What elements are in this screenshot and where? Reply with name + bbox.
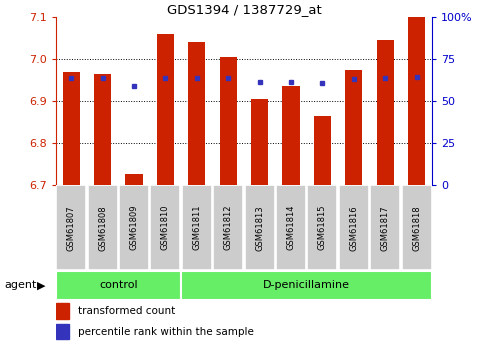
Bar	[63, 72, 80, 185]
Text: GSM61811: GSM61811	[192, 205, 201, 250]
Bar	[220, 57, 237, 185]
Bar	[408, 17, 425, 185]
Bar	[377, 40, 394, 185]
FancyBboxPatch shape	[87, 186, 118, 270]
Bar	[126, 174, 142, 185]
Text: agent: agent	[5, 280, 37, 290]
Bar	[251, 99, 268, 185]
Text: GSM61808: GSM61808	[98, 205, 107, 250]
FancyBboxPatch shape	[307, 186, 338, 270]
FancyBboxPatch shape	[370, 186, 400, 270]
Bar	[314, 116, 331, 185]
Bar	[283, 86, 299, 185]
Text: GSM61814: GSM61814	[286, 205, 296, 250]
Text: GSM61815: GSM61815	[318, 205, 327, 250]
FancyBboxPatch shape	[213, 186, 243, 270]
FancyBboxPatch shape	[401, 186, 432, 270]
Bar	[56, 324, 69, 339]
Bar	[56, 303, 69, 319]
FancyBboxPatch shape	[181, 272, 432, 299]
Text: GSM61816: GSM61816	[349, 205, 358, 250]
FancyBboxPatch shape	[56, 186, 86, 270]
Text: percentile rank within the sample: percentile rank within the sample	[78, 327, 254, 337]
FancyBboxPatch shape	[56, 272, 181, 299]
Bar	[157, 34, 174, 185]
FancyBboxPatch shape	[339, 186, 369, 270]
Text: D-penicillamine: D-penicillamine	[263, 280, 350, 290]
Text: GSM61807: GSM61807	[67, 205, 76, 250]
Text: GSM61812: GSM61812	[224, 205, 233, 250]
Text: GSM61810: GSM61810	[161, 205, 170, 250]
FancyBboxPatch shape	[276, 186, 306, 270]
Text: ▶: ▶	[37, 280, 45, 290]
Text: GSM61813: GSM61813	[255, 205, 264, 250]
Title: GDS1394 / 1387729_at: GDS1394 / 1387729_at	[167, 3, 321, 16]
FancyBboxPatch shape	[182, 186, 212, 270]
Text: GSM61818: GSM61818	[412, 205, 421, 250]
Text: GSM61809: GSM61809	[129, 205, 139, 250]
Text: control: control	[99, 280, 138, 290]
Bar	[345, 70, 362, 185]
Text: transformed count: transformed count	[78, 306, 175, 316]
FancyBboxPatch shape	[119, 186, 149, 270]
Text: GSM61817: GSM61817	[381, 205, 390, 250]
Bar	[188, 42, 205, 185]
FancyBboxPatch shape	[150, 186, 181, 270]
Bar	[94, 74, 111, 185]
FancyBboxPatch shape	[244, 186, 275, 270]
